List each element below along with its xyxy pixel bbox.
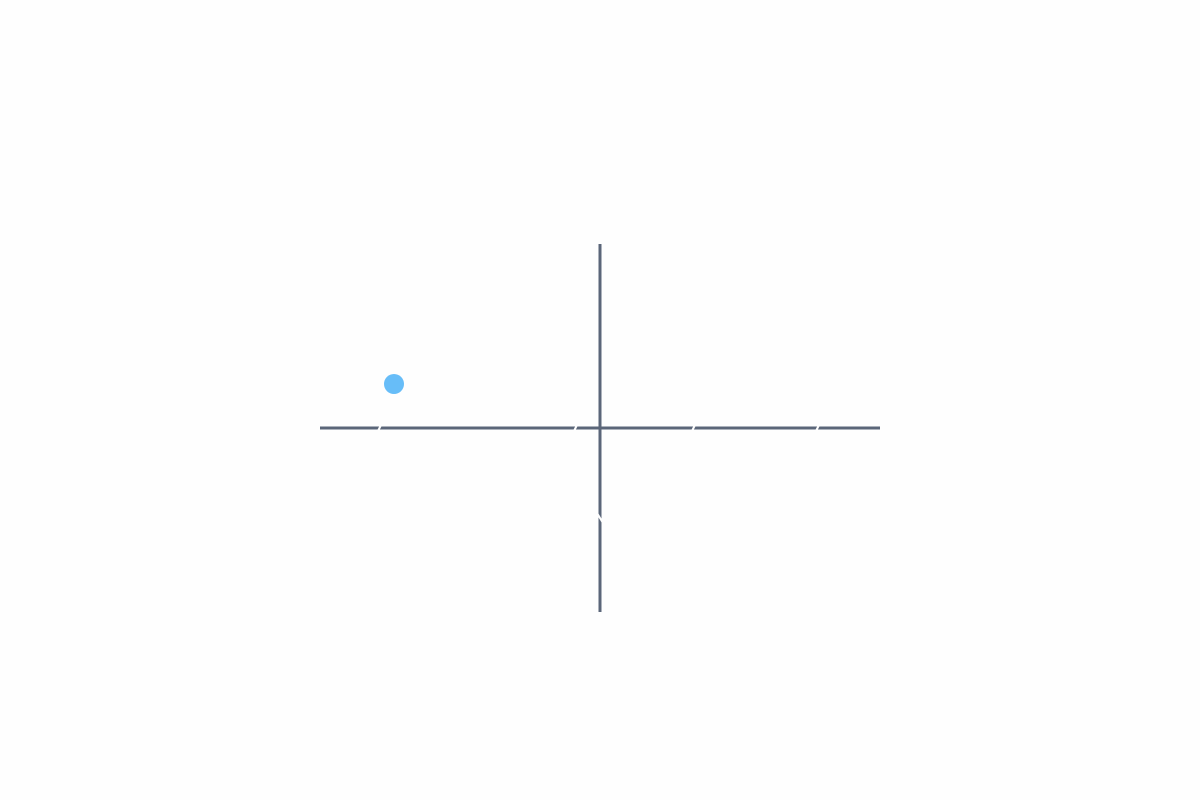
y-axis-gap bbox=[596, 512, 604, 524]
plotted-point bbox=[384, 374, 404, 394]
x-axis-gap bbox=[815, 424, 820, 432]
x-axis-gap bbox=[691, 424, 696, 432]
x-axis-gap bbox=[573, 424, 578, 432]
x-axis-gap bbox=[377, 424, 382, 432]
